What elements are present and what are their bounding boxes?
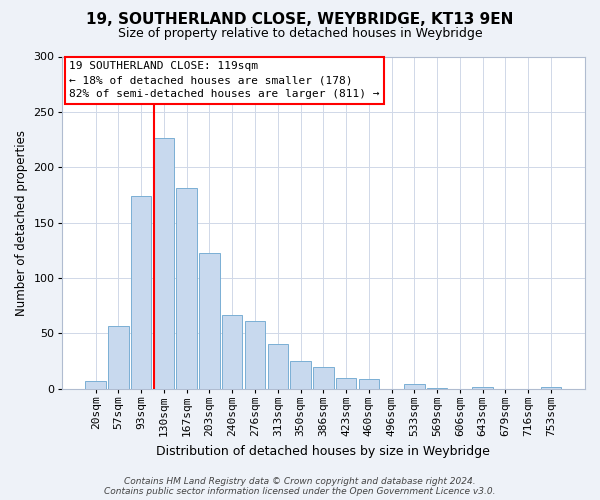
Bar [290,361,311,388]
Bar [108,326,128,388]
Bar [199,252,220,388]
Bar [245,321,265,388]
Bar [222,314,242,388]
Text: 19, SOUTHERLAND CLOSE, WEYBRIDGE, KT13 9EN: 19, SOUTHERLAND CLOSE, WEYBRIDGE, KT13 9… [86,12,514,28]
Bar [313,366,334,388]
Bar [541,386,561,388]
Bar [154,138,174,388]
X-axis label: Distribution of detached houses by size in Weybridge: Distribution of detached houses by size … [157,444,490,458]
Bar [85,381,106,388]
Bar [359,379,379,388]
Text: 19 SOUTHERLAND CLOSE: 119sqm
← 18% of detached houses are smaller (178)
82% of s: 19 SOUTHERLAND CLOSE: 119sqm ← 18% of de… [70,62,380,100]
Bar [336,378,356,388]
Bar [268,344,288,389]
Y-axis label: Number of detached properties: Number of detached properties [15,130,28,316]
Text: Contains HM Land Registry data © Crown copyright and database right 2024.: Contains HM Land Registry data © Crown c… [124,477,476,486]
Bar [472,386,493,388]
Bar [176,188,197,388]
Bar [404,384,425,388]
Text: Contains public sector information licensed under the Open Government Licence v3: Contains public sector information licen… [104,487,496,496]
Bar [131,196,151,388]
Text: Size of property relative to detached houses in Weybridge: Size of property relative to detached ho… [118,28,482,40]
